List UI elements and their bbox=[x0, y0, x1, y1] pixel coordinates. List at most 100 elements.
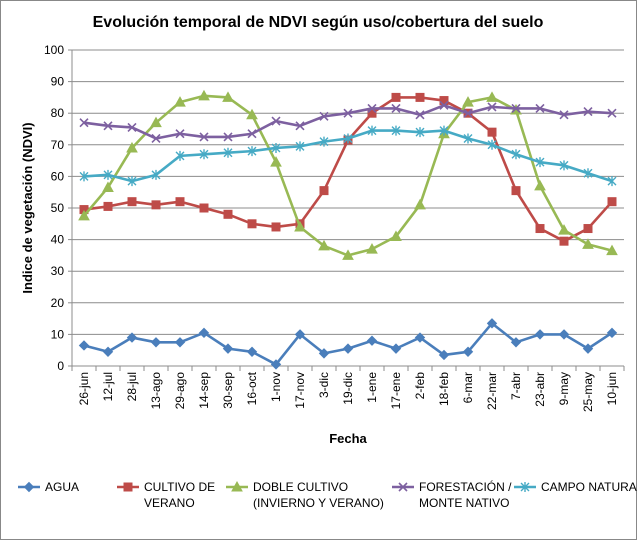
data-point bbox=[126, 332, 138, 343]
data-point bbox=[175, 197, 185, 207]
x-tick-label: 18-feb bbox=[437, 372, 451, 406]
x-tick-label: 17-nov bbox=[293, 372, 307, 409]
data-point bbox=[390, 343, 402, 354]
data-point bbox=[343, 133, 353, 144]
y-tick-label: 70 bbox=[51, 138, 65, 152]
x-tick-label: 29-ago bbox=[173, 372, 187, 410]
y-tick-label: 100 bbox=[44, 43, 64, 57]
legend-marker bbox=[123, 482, 133, 492]
x-axis-title: Fecha bbox=[329, 431, 367, 446]
data-point bbox=[391, 92, 401, 102]
x-tick-label: 3-dic bbox=[317, 372, 331, 398]
data-point bbox=[103, 121, 113, 131]
data-point bbox=[103, 201, 113, 211]
data-point bbox=[535, 224, 545, 234]
data-point bbox=[391, 103, 401, 114]
data-point bbox=[198, 89, 210, 101]
data-point bbox=[511, 149, 521, 160]
data-point bbox=[391, 125, 401, 136]
data-point bbox=[319, 111, 329, 121]
legend-item-3: FORESTACIÓN / MONTE NATIVO bbox=[392, 479, 512, 510]
data-point bbox=[199, 203, 209, 213]
data-point bbox=[559, 160, 569, 171]
data-point bbox=[390, 230, 402, 241]
x-tick-label: 22-mar bbox=[485, 372, 499, 410]
data-point bbox=[175, 129, 185, 139]
data-point bbox=[150, 116, 162, 128]
data-point bbox=[222, 343, 234, 354]
data-point bbox=[319, 136, 329, 147]
data-point bbox=[247, 219, 257, 229]
data-point bbox=[174, 337, 186, 348]
data-point bbox=[151, 200, 161, 210]
data-point bbox=[487, 127, 497, 137]
legend-label: CULTIVO DE bbox=[144, 480, 215, 494]
x-tick-label: 16-oct bbox=[245, 371, 259, 405]
x-tick-label: 23-abr bbox=[533, 372, 547, 407]
data-point bbox=[438, 349, 450, 361]
y-axis-title: Indice de vegetación (NDVI) bbox=[20, 122, 35, 293]
data-point bbox=[79, 171, 89, 182]
legend-label: VERANO bbox=[144, 496, 195, 510]
x-tick-label: 28-jul bbox=[125, 372, 139, 401]
data-point bbox=[559, 236, 569, 246]
data-point bbox=[462, 96, 474, 107]
data-point bbox=[366, 243, 378, 254]
chart-title: Evolución temporal de NDVI según uso/cob… bbox=[93, 14, 544, 31]
data-point bbox=[295, 121, 305, 131]
data-point bbox=[558, 224, 570, 235]
series-4 bbox=[79, 125, 617, 187]
x-tick-label: 10-jun bbox=[605, 372, 619, 405]
data-point bbox=[583, 168, 593, 179]
y-tick-label: 80 bbox=[51, 106, 65, 120]
x-tick-label: 12-jul bbox=[101, 372, 115, 401]
data-point bbox=[535, 157, 545, 168]
data-point bbox=[607, 197, 617, 207]
data-point bbox=[78, 209, 90, 221]
data-point bbox=[583, 224, 593, 234]
data-point bbox=[199, 149, 209, 160]
y-tick-label: 30 bbox=[51, 264, 65, 278]
data-point bbox=[415, 110, 425, 120]
data-point bbox=[319, 186, 329, 196]
data-point bbox=[78, 340, 90, 351]
data-point bbox=[198, 327, 210, 339]
legend-item-2: DOBLE CULTIVO (INVIERNO Y VERANO) bbox=[226, 480, 384, 510]
data-point bbox=[223, 132, 233, 142]
data-point bbox=[318, 348, 330, 359]
data-point bbox=[511, 186, 521, 196]
y-tick-label: 60 bbox=[51, 169, 65, 183]
data-point bbox=[559, 110, 569, 120]
x-tick-label: 7-abr bbox=[509, 372, 523, 400]
x-tick-label: 17-ene bbox=[389, 372, 403, 410]
x-tick-label: 13-ago bbox=[149, 372, 163, 410]
series-0 bbox=[78, 318, 618, 370]
legend-item-4: CAMPO NATURAL bbox=[514, 480, 637, 494]
x-tick-label: 1-nov bbox=[269, 372, 283, 402]
data-point bbox=[126, 141, 138, 153]
legend: AGUA CULTIVO DE VERANO DOBLE CULTIVO (INVIER… bbox=[18, 479, 637, 510]
data-point bbox=[414, 198, 426, 210]
data-point bbox=[270, 359, 282, 370]
data-point bbox=[127, 197, 137, 207]
data-point bbox=[486, 318, 498, 329]
data-point bbox=[151, 169, 161, 180]
data-point bbox=[607, 108, 617, 118]
legend-label: CAMPO NATURAL bbox=[541, 480, 637, 494]
data-point bbox=[367, 125, 377, 136]
data-point bbox=[342, 249, 354, 260]
data-point bbox=[295, 141, 305, 152]
series-lines bbox=[78, 89, 618, 370]
x-tick-label: 2-feb bbox=[413, 372, 427, 400]
data-point bbox=[127, 176, 137, 187]
legend-item-1: CULTIVO DE VERANO bbox=[117, 480, 215, 510]
data-point bbox=[415, 92, 425, 102]
legend-label: AGUA bbox=[45, 480, 79, 494]
legend-label: (INVIERNO Y VERANO) bbox=[253, 496, 384, 510]
data-point bbox=[246, 108, 258, 120]
data-point bbox=[583, 107, 593, 117]
x-tick-label: 14-sep bbox=[197, 372, 211, 409]
legend-label: DOBLE CULTIVO bbox=[253, 480, 348, 494]
data-point bbox=[582, 238, 594, 249]
legend-item-0: AGUA bbox=[18, 480, 79, 494]
